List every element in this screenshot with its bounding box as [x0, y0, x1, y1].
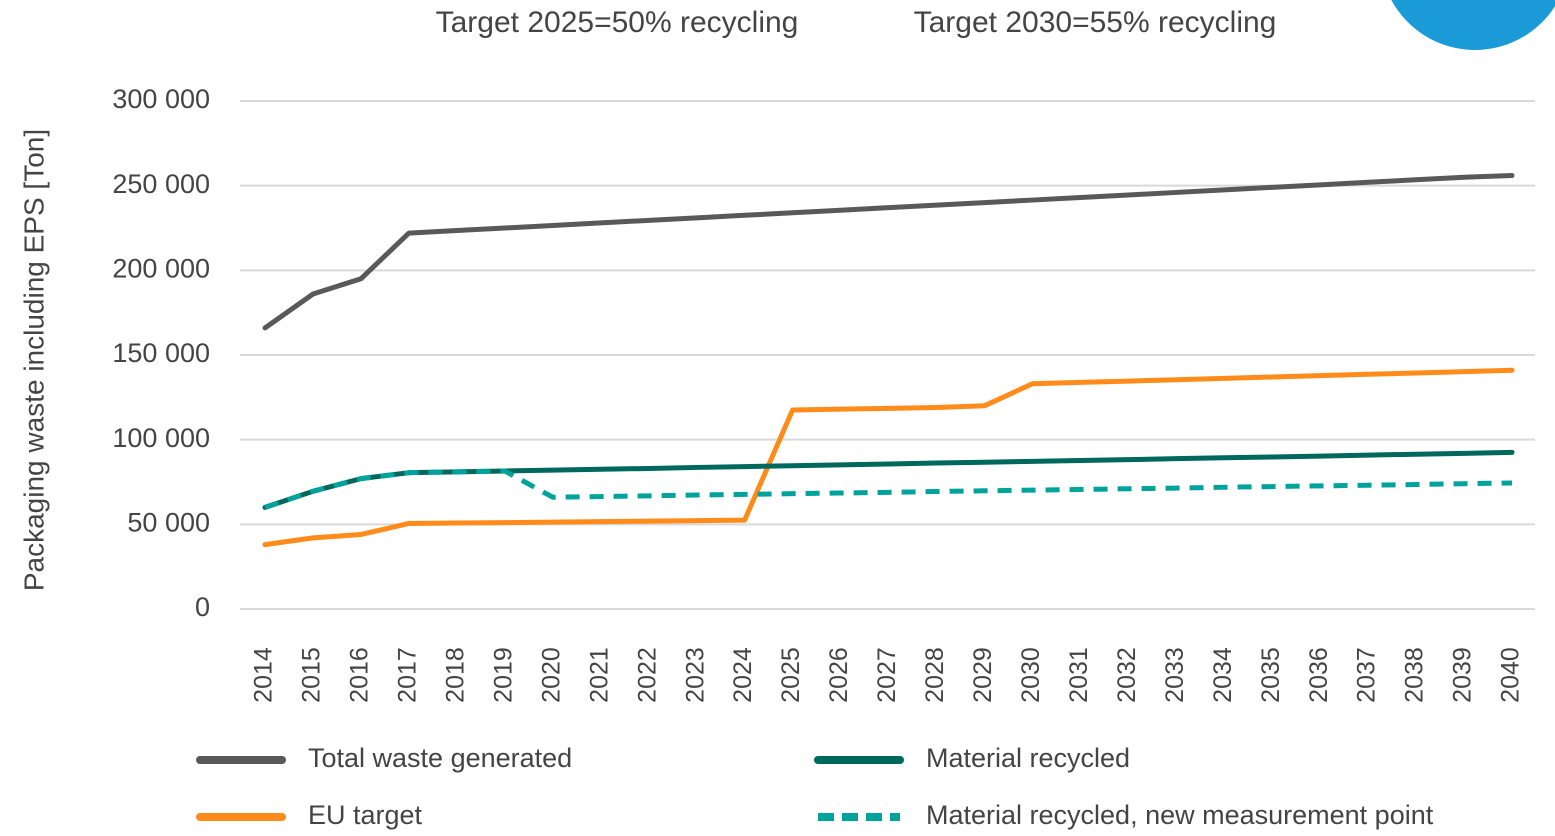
- x-tick-label: 2017: [393, 647, 421, 703]
- x-tick-label: 2035: [1257, 647, 1285, 703]
- y-tick-label: 200 000: [112, 253, 210, 283]
- y-axis-label: Packaging waste including EPS [Ton]: [18, 129, 49, 591]
- legend-label: Material recycled: [926, 743, 1130, 773]
- x-tick-label: 2032: [1113, 647, 1141, 703]
- series-line: [262, 367, 1515, 548]
- y-tick-label: 250 000: [112, 169, 210, 199]
- x-tick-label: 2018: [441, 647, 469, 703]
- series-line: [262, 173, 1515, 331]
- x-tick-label: 2024: [729, 647, 757, 703]
- x-tick-label: 2033: [1161, 647, 1189, 703]
- x-tick-label: 2040: [1497, 647, 1525, 703]
- y-tick-label: 300 000: [112, 84, 210, 114]
- decoration: [1391, 0, 1555, 50]
- legend-label: EU target: [308, 800, 423, 830]
- x-tick-label: 2027: [873, 647, 901, 703]
- annotation: Target 2025=50% recycling: [436, 6, 799, 39]
- annotation: Target 2030=55% recycling: [914, 6, 1277, 39]
- x-tick-label: 2022: [633, 647, 661, 703]
- x-tick-label: 2030: [1017, 647, 1045, 703]
- x-tick-label: 2021: [585, 647, 613, 703]
- series-line: [262, 449, 1515, 510]
- x-tick-label: 2026: [825, 647, 853, 703]
- x-tick-label: 2019: [489, 647, 517, 703]
- y-tick-label: 50 000: [127, 507, 210, 537]
- x-tick-label: 2029: [969, 647, 997, 703]
- x-tick-label: 2016: [346, 647, 374, 703]
- x-tick-label: 2038: [1401, 647, 1429, 703]
- x-tick-label: 2028: [921, 647, 949, 703]
- legend-label: Total waste generated: [308, 743, 572, 773]
- x-tick-label: 2015: [298, 647, 326, 703]
- y-tick-label: 150 000: [112, 338, 210, 368]
- x-tick-label: 2034: [1209, 647, 1237, 703]
- x-tick-label: 2031: [1065, 647, 1093, 703]
- x-tick-label: 2014: [250, 647, 278, 703]
- x-tick-label: 2020: [537, 647, 565, 703]
- x-tick-label: 2023: [681, 647, 709, 703]
- y-tick-label: 0: [195, 592, 210, 622]
- x-tick-label: 2025: [777, 647, 805, 703]
- x-tick-label: 2039: [1449, 647, 1477, 703]
- legend-label: Material recycled, new measurement point: [926, 800, 1434, 830]
- x-tick-label: 2036: [1305, 647, 1333, 703]
- y-tick-label: 100 000: [112, 423, 210, 453]
- series-line: [264, 468, 1513, 510]
- x-tick-label: 2037: [1353, 647, 1381, 703]
